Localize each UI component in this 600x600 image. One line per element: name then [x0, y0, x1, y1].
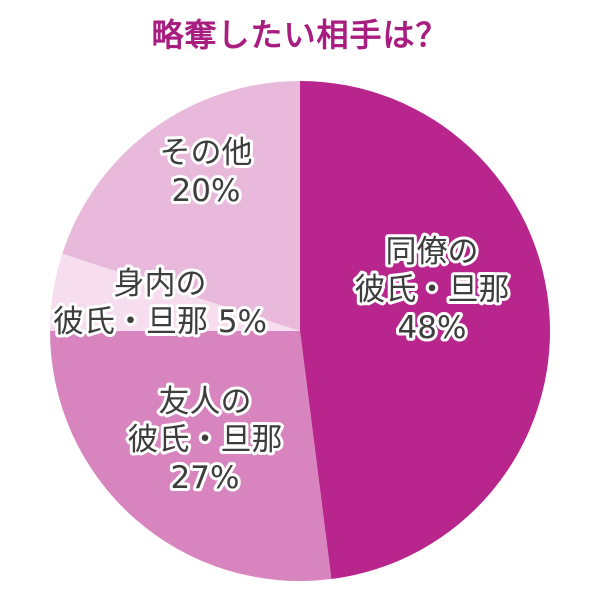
label-other-line: 20% — [172, 173, 241, 209]
label-coworker: 同僚の彼氏・旦那 48% — [355, 234, 510, 346]
slice-coworker — [300, 81, 551, 580]
label-other: その他 20% — [160, 135, 253, 209]
label-coworker-line: 彼氏・旦那 — [355, 272, 510, 308]
label-friend-line: 友人の — [159, 384, 252, 420]
label-relative: 身内の彼氏・旦那 5% — [53, 266, 267, 340]
label-relative-line: 彼氏・旦那 5% — [53, 304, 267, 340]
pie-slices — [50, 81, 551, 581]
label-friend-line: 彼氏・旦那 — [128, 422, 283, 458]
label-relative-line: 身内の — [114, 266, 207, 302]
chart-title: 略奪したい相手は？ — [151, 16, 449, 54]
label-friend: 友人の彼氏・旦那 27% — [128, 384, 283, 496]
slice-other — [62, 81, 300, 331]
label-coworker-line: 同僚の — [386, 234, 479, 270]
slice-friend — [50, 331, 332, 581]
slice-labels: 同僚の彼氏・旦那 48%友人の彼氏・旦那 27%身内の彼氏・旦那 5%その他 20% — [50, 132, 513, 499]
slice-relative — [50, 253, 300, 331]
label-friend-line: 27% — [171, 460, 240, 496]
label-other-line: その他 — [160, 135, 253, 171]
label-coworker-line: 48% — [398, 310, 467, 346]
